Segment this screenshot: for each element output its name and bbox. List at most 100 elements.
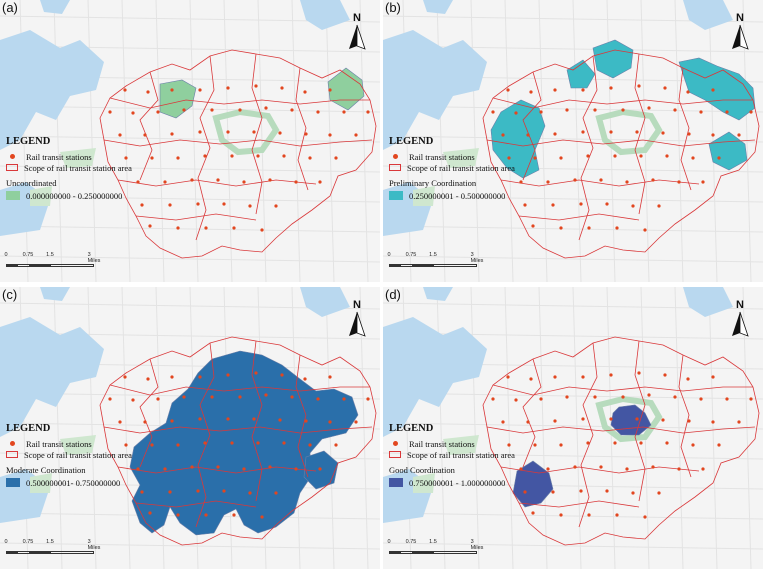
rail-station (254, 371, 258, 375)
station-area-boundaries (482, 49, 760, 259)
scale-tick-label: 3 Miles (470, 539, 484, 551)
rail-station (661, 131, 665, 135)
scale-tick-label: 1.5 (429, 252, 437, 258)
rail-station (226, 373, 230, 377)
rail-station (643, 228, 647, 232)
rail-station (514, 111, 518, 115)
rail-station (182, 108, 186, 112)
legend-stations-label: Rail transit stations (409, 151, 475, 162)
legend-title: LEGEND (389, 423, 434, 434)
green-spaces (413, 108, 663, 206)
rail-station (581, 130, 585, 134)
rail-station (565, 108, 569, 112)
rail-station (148, 511, 152, 515)
rail-station (342, 397, 346, 401)
rail-station (651, 465, 655, 469)
scale-bar: 0 0.75 1.5 3 Miles (387, 252, 483, 276)
rail-station (621, 108, 625, 112)
rail-stations (108, 84, 370, 232)
station-dot-icon (389, 152, 403, 161)
green-spaces (413, 395, 663, 493)
rail-station (238, 108, 242, 112)
rail-station (501, 420, 505, 424)
rail-station (701, 467, 705, 471)
rail-station (196, 202, 200, 206)
rail-station (677, 180, 681, 184)
station-dot-icon (389, 439, 403, 448)
rail-station (146, 377, 150, 381)
rail-station (491, 110, 495, 114)
rail-station (196, 489, 200, 493)
rail-station (150, 443, 154, 447)
rail-stations (491, 84, 753, 232)
rail-station (637, 84, 641, 88)
legend-row-stations: Rail transit stations (389, 438, 515, 449)
coordination-class-areas (159, 67, 365, 119)
rail-station (248, 204, 252, 208)
north-arrow-icon: N (344, 299, 370, 339)
rail-station (546, 467, 550, 471)
rail-station (256, 154, 260, 158)
rail-station (268, 178, 272, 182)
legend-class-range: 0.500000001- 0.750000000 (26, 477, 121, 488)
rail-station (316, 397, 320, 401)
rail-station (581, 88, 585, 92)
legend-scope-label: Scope of rail transit station area (24, 449, 132, 460)
rail-station (686, 90, 690, 94)
rail-station (334, 443, 338, 447)
rail-station (501, 133, 505, 137)
rail-station (210, 108, 214, 112)
scale-bar-graphic (389, 264, 477, 267)
rail-station (605, 489, 609, 493)
rail-station (657, 204, 661, 208)
rail-station (176, 156, 180, 160)
rail-station (551, 203, 555, 207)
legend-class-range: 0.750000001 - 1.000000000 (409, 477, 506, 488)
rail-station (278, 418, 282, 422)
class-swatch-icon (389, 191, 403, 200)
rail-station (252, 130, 256, 134)
street-network (0, 0, 380, 282)
scale-tick-label: 3 Miles (470, 252, 484, 264)
rail-station (304, 132, 308, 136)
rail-station (579, 202, 583, 206)
rail-station (514, 398, 518, 402)
rail-station (143, 420, 147, 424)
rail-station (631, 491, 635, 495)
rail-station (308, 443, 312, 447)
station-area-boundaries (99, 49, 377, 259)
rail-station (605, 202, 609, 206)
scale-tick-label: 0.75 (22, 539, 34, 545)
rail-station (282, 154, 286, 158)
rail-station (342, 110, 346, 114)
rail-station (334, 156, 338, 160)
rail-station (226, 417, 230, 421)
rail-station (203, 154, 207, 158)
boundary-rect-icon (6, 451, 18, 458)
rail-station (204, 226, 208, 230)
rail-station (615, 226, 619, 230)
rail-station (699, 397, 703, 401)
rail-station (687, 132, 691, 136)
rail-station (701, 180, 705, 184)
legend-stations-label: Rail transit stations (409, 438, 475, 449)
legend-row-class: 0.750000001 - 1.000000000 (389, 477, 515, 488)
rail-station (506, 88, 510, 92)
rail-station (260, 228, 264, 232)
rail-station (230, 441, 234, 445)
rail-station (665, 154, 669, 158)
basemap (383, 287, 763, 569)
legend-row-stations: Rail transit stations (6, 438, 132, 449)
rail-station (210, 395, 214, 399)
rail-station (651, 178, 655, 182)
rail-station (593, 395, 597, 399)
rail-station (252, 417, 256, 421)
rail-stations (108, 371, 370, 519)
legend-row-class: 0.000000000 - 0.250000000 (6, 190, 132, 201)
rail-station (717, 443, 721, 447)
legend-stations-label: Rail transit stations (26, 438, 92, 449)
legend-row-class: 0.500000001- 0.750000000 (6, 477, 132, 488)
rail-station (546, 180, 550, 184)
station-area-boundaries (482, 336, 760, 546)
scale-bar: 0 0.75 1.5 3 Miles (4, 539, 100, 563)
